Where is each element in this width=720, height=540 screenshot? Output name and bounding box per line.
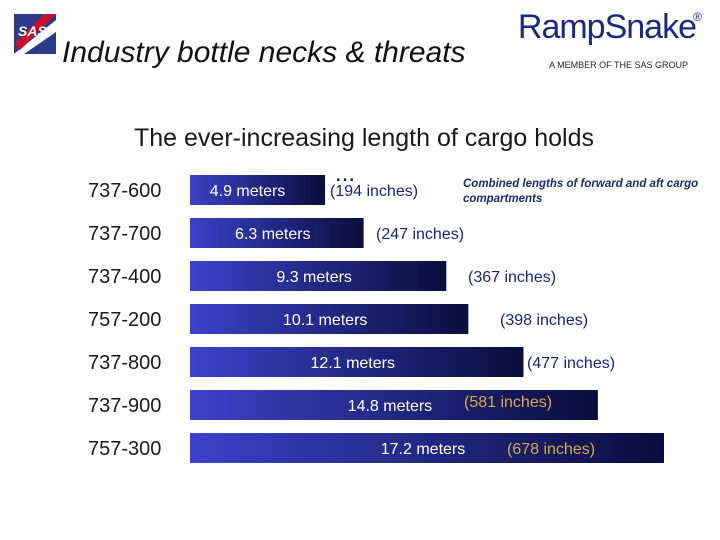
brand-name: RampSnake <box>517 8 697 46</box>
category-label: 757-200 <box>88 309 161 331</box>
value-label: 9.3 meters <box>276 269 352 286</box>
bar <box>190 390 598 420</box>
sas-logo-text: SAS <box>18 23 47 39</box>
category-label: 737-800 <box>88 352 161 374</box>
inch-label: (678 inches) <box>507 441 595 458</box>
bar <box>190 347 524 377</box>
value-label: 4.9 meters <box>210 183 286 200</box>
inch-label: (477 inches) <box>527 355 615 372</box>
bar <box>190 218 364 248</box>
registered-mark: ® <box>693 10 702 24</box>
inch-label: (247 inches) <box>376 226 464 243</box>
inch-label: (194 inches) <box>330 183 418 200</box>
bars-layer: 737-600 4.9 meters (194 inches) 737-700 6.3 … <box>88 175 664 463</box>
bar <box>190 175 326 205</box>
chart-subtitle: The ever-increasing length of cargo hold… <box>134 124 594 152</box>
value-label: 6.3 meters <box>235 226 311 243</box>
inch-label: (398 inches) <box>500 312 588 329</box>
value-label: 10.1 meters <box>283 312 367 329</box>
bar <box>190 261 447 291</box>
inch-label: (367 inches) <box>468 269 556 286</box>
ellipsis: ... <box>335 160 356 187</box>
category-label: 737-900 <box>88 395 161 417</box>
brand-tagline: A MEMBER OF THE SAS GROUP <box>547 60 688 70</box>
sas-logo: SAS <box>14 14 56 54</box>
category-label: 737-600 <box>88 180 161 202</box>
rampsnake-logo: RampSnake ® A MEMBER OF THE SAS GROUP <box>518 8 702 78</box>
category-label: 737-400 <box>88 266 161 288</box>
inch-label: (581 inches) <box>464 394 552 411</box>
value-label: 14.8 meters <box>348 398 432 415</box>
value-label: 12.1 meters <box>310 355 394 372</box>
category-label: 757-300 <box>88 438 161 460</box>
chart-annotation: Combined lengths of forward and aft carg… <box>463 178 699 205</box>
bar <box>190 304 469 334</box>
value-label: 17.2 meters <box>381 441 465 458</box>
slide-title: Industry bottle necks & threats <box>62 36 466 69</box>
bar <box>190 433 664 463</box>
category-label: 737-700 <box>88 223 161 245</box>
